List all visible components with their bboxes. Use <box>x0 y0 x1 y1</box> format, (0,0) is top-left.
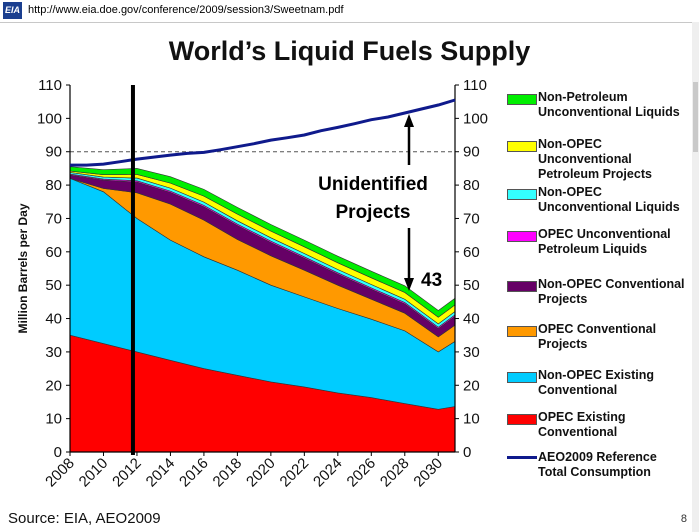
slide-title: World’s Liquid Fuels Supply <box>168 36 531 66</box>
legend-label: Non-OPEC Unconventional Petroleum Projec… <box>538 137 652 181</box>
source-note: Source: EIA, AEO2009 <box>8 510 161 527</box>
y-tick-label-right: 50 <box>463 277 480 294</box>
browser-url-bar: EIA http://www.eia.doe.gov/conference/20… <box>0 0 699 23</box>
legend-line-swatch <box>507 456 537 459</box>
y-axis-title: Million Barrels per Day <box>16 203 30 333</box>
y-tick-label-right: 0 <box>463 444 471 461</box>
scrollbar[interactable] <box>692 22 699 532</box>
page-number: 8 <box>680 513 687 525</box>
x-tick-label: 2024 <box>310 455 346 491</box>
x-tick-label: 2028 <box>377 455 413 491</box>
y-tick-label-right: 100 <box>463 110 488 127</box>
url-text[interactable]: http://www.eia.doe.gov/conference/2009/s… <box>28 4 344 16</box>
y-tick-label-left: 70 <box>45 210 62 227</box>
eia-logo: EIA <box>3 2 22 19</box>
legend-label: OPEC Conventional Projects <box>538 322 657 351</box>
x-tick-label: 2026 <box>344 455 380 491</box>
x-tick-label: 2012 <box>109 455 145 491</box>
annotation-projects: Projects <box>336 202 411 223</box>
legend-swatch <box>507 326 537 337</box>
y-tick-label-left: 10 <box>45 411 62 428</box>
arrow-up-head <box>404 114 414 127</box>
legend-label: Non-OPEC Conventional Projects <box>538 277 685 306</box>
x-tick-label: 2018 <box>210 455 246 491</box>
y-tick-label-right: 10 <box>463 411 480 428</box>
legend-label: AEO2009 Reference Total Consumption <box>538 450 657 479</box>
legend-label: Non-OPEC Existing Conventional <box>538 368 654 397</box>
x-tick-label: 2010 <box>76 455 112 491</box>
legend-swatch <box>507 281 537 292</box>
y-tick-label-left: 80 <box>45 177 62 194</box>
legend-label: OPEC Existing Conventional <box>538 410 626 439</box>
annotation-unidentified: Unidentified <box>318 174 428 195</box>
y-tick-label-left: 100 <box>37 110 62 127</box>
legend-swatch <box>507 94 537 105</box>
x-tick-label: 2008 <box>42 455 78 491</box>
legend-swatch <box>507 372 537 383</box>
y-tick-label-right: 90 <box>463 144 480 161</box>
y-tick-label-left: 50 <box>45 277 62 294</box>
y-tick-label-right: 20 <box>463 377 480 394</box>
x-tick-label: 2022 <box>277 455 313 491</box>
legend-swatch <box>507 189 537 200</box>
y-tick-label-left: 40 <box>45 311 62 328</box>
y-tick-label-left: 90 <box>45 144 62 161</box>
y-tick-label-right: 110 <box>463 77 487 94</box>
x-tick-label: 2016 <box>176 455 212 491</box>
legend-label: Non-Petroleum Unconventional Liquids <box>538 90 680 119</box>
y-tick-label-right: 60 <box>463 244 480 261</box>
legend-swatch <box>507 141 537 152</box>
y-tick-label-left: 30 <box>45 344 62 361</box>
y-tick-label-left: 110 <box>38 77 62 94</box>
legend-swatch <box>507 231 537 242</box>
y-tick-label-left: 60 <box>45 244 62 261</box>
scrollbar-thumb[interactable] <box>693 82 698 152</box>
y-tick-label-left: 0 <box>54 444 62 461</box>
x-tick-label: 2020 <box>243 455 279 491</box>
x-tick-label: 2014 <box>143 455 179 491</box>
y-tick-label-left: 20 <box>45 377 62 394</box>
annotation-gap-value: 43 <box>421 270 442 291</box>
legend-label: Non-OPEC Unconventional Liquids <box>538 185 680 214</box>
y-tick-label-right: 40 <box>463 311 480 328</box>
legend-label: OPEC Unconventional Petroleum Liquids <box>538 227 671 256</box>
y-tick-label-right: 30 <box>463 344 480 361</box>
y-tick-label-right: 70 <box>463 210 480 227</box>
legend-swatch <box>507 414 537 425</box>
x-tick-label: 2030 <box>410 455 446 491</box>
arrow-down-head <box>404 278 414 291</box>
y-tick-label-right: 80 <box>463 177 480 194</box>
